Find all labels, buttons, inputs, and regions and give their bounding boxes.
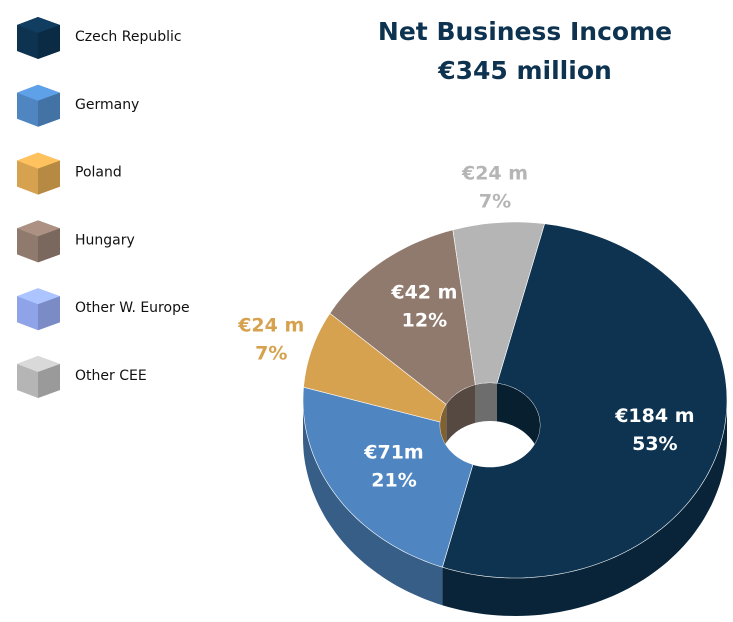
legend: Czech Republic Germany Poland Hungary Other … (17, 17, 190, 398)
legend-swatch-top (17, 152, 60, 169)
share-label: 12% (402, 309, 447, 331)
legend-swatch-top (17, 288, 60, 305)
slice-inner-side (497, 383, 540, 463)
slice-side (442, 400, 727, 616)
slices (302, 221, 728, 579)
slice-inner-side (475, 383, 497, 423)
share-label: 7% (255, 342, 287, 364)
legend-label: Poland (75, 165, 122, 181)
legend-swatch-top (17, 84, 60, 101)
legend-swatch-side (38, 364, 60, 398)
value-label: €42 m (390, 281, 457, 303)
legend-swatch-top (17, 356, 60, 372)
share-label: 21% (371, 469, 416, 491)
value-label: €184 m (614, 405, 694, 427)
legend-label: Czech Republic (75, 29, 182, 45)
walls (303, 400, 727, 616)
legend-swatch-side (38, 25, 60, 59)
share-label: 7% (479, 191, 511, 213)
value-label: €24 m (461, 163, 528, 185)
legend-swatch-side (38, 228, 60, 263)
chart-title: Net Business Income (378, 17, 672, 46)
labels: €184 m 53% €71m 21% €24 m 7% €42 m 12% €24 m 7% (237, 163, 694, 492)
legend-swatch-side (38, 92, 60, 127)
share-label: 53% (632, 433, 677, 455)
slice-side (303, 400, 443, 606)
value-label: €71m (363, 441, 423, 463)
value-label: €24 m (237, 314, 304, 336)
legend-swatch-top (17, 17, 60, 33)
legend-label: Germany (75, 97, 139, 113)
legend-label: Other CEE (75, 368, 147, 384)
legend-swatch-top (17, 220, 60, 237)
legend-label: Hungary (75, 232, 135, 248)
legend-swatch-side (38, 160, 60, 195)
legend-swatch-side (38, 296, 60, 331)
slice (452, 221, 545, 386)
chart-subtitle: €345 million (437, 56, 612, 85)
slice-inner-side (446, 384, 476, 443)
legend-label: Other W. Europe (75, 300, 190, 316)
